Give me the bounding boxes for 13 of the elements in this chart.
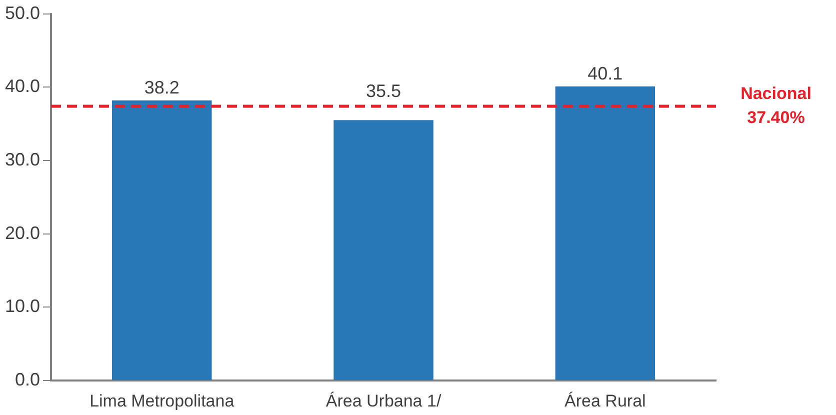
- x-tick-label: Lima Metropolitana: [90, 391, 235, 410]
- data-label: 35.5: [366, 81, 402, 102]
- y-tick-label: 10.0: [4, 296, 40, 316]
- y-tick-label: 50.0: [4, 2, 40, 23]
- y-tick-label: 20.0: [4, 222, 40, 243]
- data-label: 40.1: [588, 63, 623, 84]
- x-tick-label: Área Urbana 1/: [326, 391, 442, 410]
- y-tick-label: 0.0: [15, 370, 40, 390]
- data-label: 38.2: [144, 77, 180, 98]
- y-tick-label: 40.0: [4, 76, 40, 96]
- ref-line-label: Nacional 37.40%: [740, 84, 812, 127]
- x-tick-label: Área Rural: [564, 391, 646, 410]
- y-tick-label: 30.0: [4, 149, 40, 170]
